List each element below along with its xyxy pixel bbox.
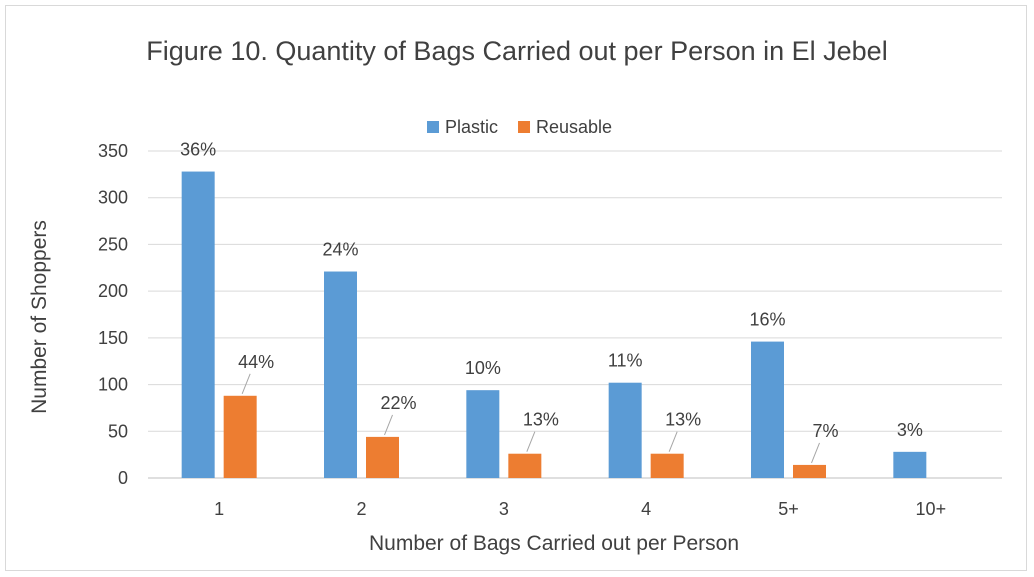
y-tick-label: 50 xyxy=(108,421,128,441)
x-tick-label: 5+ xyxy=(778,499,799,519)
bar-plastic-2 xyxy=(324,271,357,478)
x-tick-label: 3 xyxy=(499,499,509,519)
data-label: 16% xyxy=(749,310,785,330)
data-label: 13% xyxy=(665,410,701,430)
x-axis-label: Number of Bags Carried out per Person xyxy=(369,532,739,555)
legend-label-reusable: Reusable xyxy=(536,117,612,137)
data-label: 3% xyxy=(897,420,923,440)
leader-line xyxy=(811,442,820,464)
y-tick-label: 350 xyxy=(98,141,128,161)
legend-label-plastic: Plastic xyxy=(445,117,498,137)
bars xyxy=(181,171,927,478)
y-tick-label: 150 xyxy=(98,328,128,348)
data-label: 13% xyxy=(523,410,559,430)
bar-plastic-10+ xyxy=(893,451,927,478)
leader-line xyxy=(526,431,536,452)
bar-reusable-3 xyxy=(508,453,542,478)
bar-reusable-4 xyxy=(650,453,684,478)
legend-swatch-reusable xyxy=(518,121,531,133)
x-tick-label: 10+ xyxy=(916,499,947,519)
bar-reusable-2 xyxy=(366,436,399,478)
x-tick-label: 1 xyxy=(214,499,224,519)
x-tick-label: 4 xyxy=(641,499,651,519)
data-label: 44% xyxy=(238,352,274,372)
data-label: 36% xyxy=(180,140,216,160)
y-tick-label: 250 xyxy=(98,234,128,254)
leader-line xyxy=(384,414,393,436)
data-label: 22% xyxy=(380,393,416,413)
legend-swatch-plastic xyxy=(427,121,439,133)
bar-plastic-5+ xyxy=(751,341,784,478)
data-labels: 36% 24% 10% 11% 16% 3% 44% 22% 13% 13% 7% xyxy=(180,140,923,441)
y-tick-label: 300 xyxy=(98,188,128,208)
label-leader-lines xyxy=(241,373,820,464)
data-label: 10% xyxy=(465,358,501,378)
x-axis-ticks: 1 2 3 4 5+ 10+ xyxy=(214,499,946,519)
leader-line xyxy=(241,373,251,394)
bar-plastic-3 xyxy=(466,390,500,478)
gridlines xyxy=(148,150,1002,479)
data-label: 11% xyxy=(608,351,643,371)
bar-plastic-4 xyxy=(608,382,642,478)
data-label: 24% xyxy=(322,240,358,260)
y-tick-label: 200 xyxy=(98,281,128,301)
chart-title: Figure 10. Quantity of Bags Carried out … xyxy=(146,36,887,66)
bar-plastic-1 xyxy=(181,171,215,478)
x-tick-label: 2 xyxy=(356,499,366,519)
y-tick-label: 100 xyxy=(98,375,128,395)
data-label: 7% xyxy=(812,421,838,441)
y-axis-ticks: 0 50 100 150 200 250 300 350 xyxy=(98,141,128,488)
y-tick-label: 0 xyxy=(118,468,128,488)
bar-reusable-1 xyxy=(223,395,257,478)
bar-reusable-5+ xyxy=(793,464,826,478)
leader-line xyxy=(668,431,678,452)
chart-legend: Plastic Reusable xyxy=(427,117,612,137)
y-axis-label: Number of Shoppers xyxy=(28,220,51,414)
